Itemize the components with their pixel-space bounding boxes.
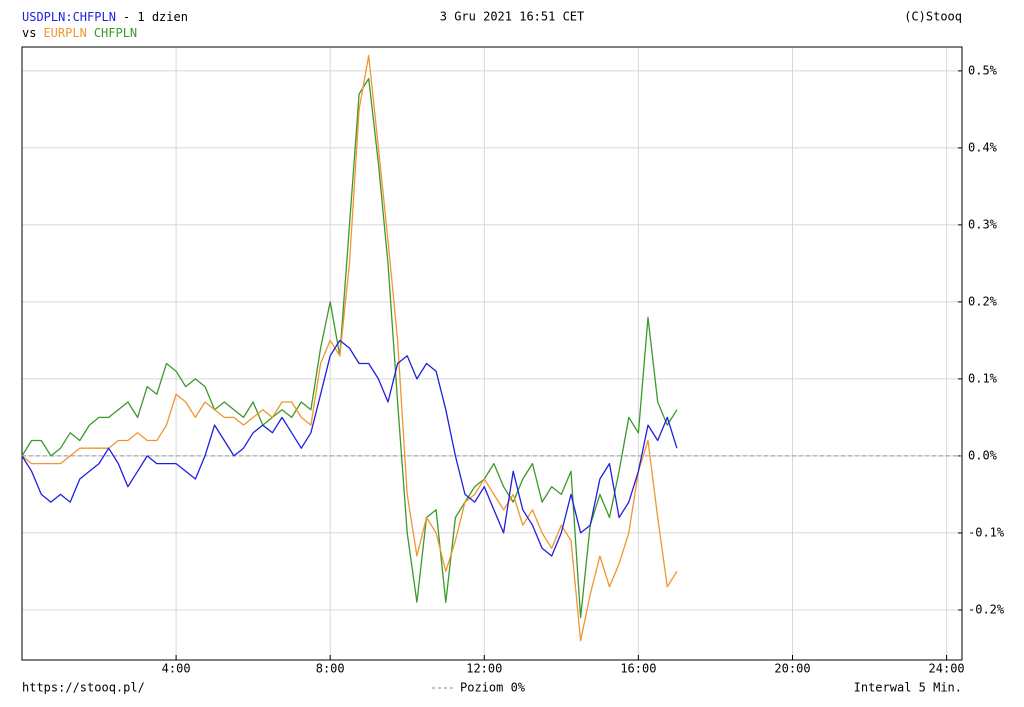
credit: (C)Stooq bbox=[904, 10, 962, 24]
legend: vs EURPLN CHFPLN bbox=[22, 26, 137, 40]
legend-entry: EURPLN bbox=[43, 26, 86, 40]
reference-legend-label: Poziom 0% bbox=[460, 681, 526, 695]
series-line bbox=[21, 54, 678, 642]
main-series-name: USDPLN:CHFPLN bbox=[22, 10, 116, 24]
x-tick-label: 12:00 bbox=[466, 662, 502, 676]
y-tick-label: 0.4% bbox=[968, 140, 998, 154]
y-tick-label: 0.1% bbox=[968, 371, 998, 385]
y-tick-label: 0.5% bbox=[968, 63, 998, 77]
plot-frame bbox=[21, 46, 963, 661]
source: https://stooq.pl/ bbox=[22, 681, 145, 695]
x-tick-label: 8:00 bbox=[316, 662, 345, 676]
series-line bbox=[21, 77, 678, 619]
chart-subtitle: - 1 dzien bbox=[123, 10, 188, 24]
x-tick-label: 4:00 bbox=[162, 662, 191, 676]
y-tick-label: 0.0% bbox=[968, 448, 998, 462]
y-tick-label: 0.2% bbox=[968, 294, 998, 308]
x-tick-label: 16:00 bbox=[620, 662, 656, 676]
legend-entry: CHFPLN bbox=[94, 26, 137, 40]
chart-title: 3 Gru 2021 16:51 CET bbox=[440, 10, 585, 24]
legend-prefix: vs bbox=[22, 26, 36, 40]
x-tick-label: 24:00 bbox=[929, 662, 965, 676]
y-tick-label: -0.2% bbox=[968, 602, 1005, 616]
x-tick-label: 20:00 bbox=[774, 662, 810, 676]
y-tick-label: 0.3% bbox=[968, 217, 998, 231]
chart-header: USDPLN:CHFPLN - 1 dzien bbox=[22, 10, 188, 24]
series-line bbox=[21, 339, 678, 557]
interval-note: Interwal 5 Min. bbox=[854, 681, 962, 695]
y-tick-label: -0.1% bbox=[968, 525, 1005, 539]
